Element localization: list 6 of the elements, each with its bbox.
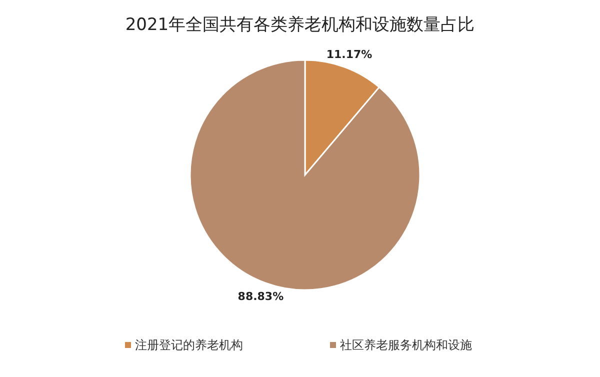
legend-label: 注册登记的养老机构: [135, 338, 243, 352]
data-label: 88.83%: [238, 290, 284, 303]
legend-label: 社区养老服务机构和设施: [340, 338, 472, 352]
chart-title: 2021年全国共有各类养老机构和设施数量占比: [125, 15, 475, 35]
data-label: 11.17%: [326, 48, 372, 62]
pie-slice: [189, 59, 421, 291]
